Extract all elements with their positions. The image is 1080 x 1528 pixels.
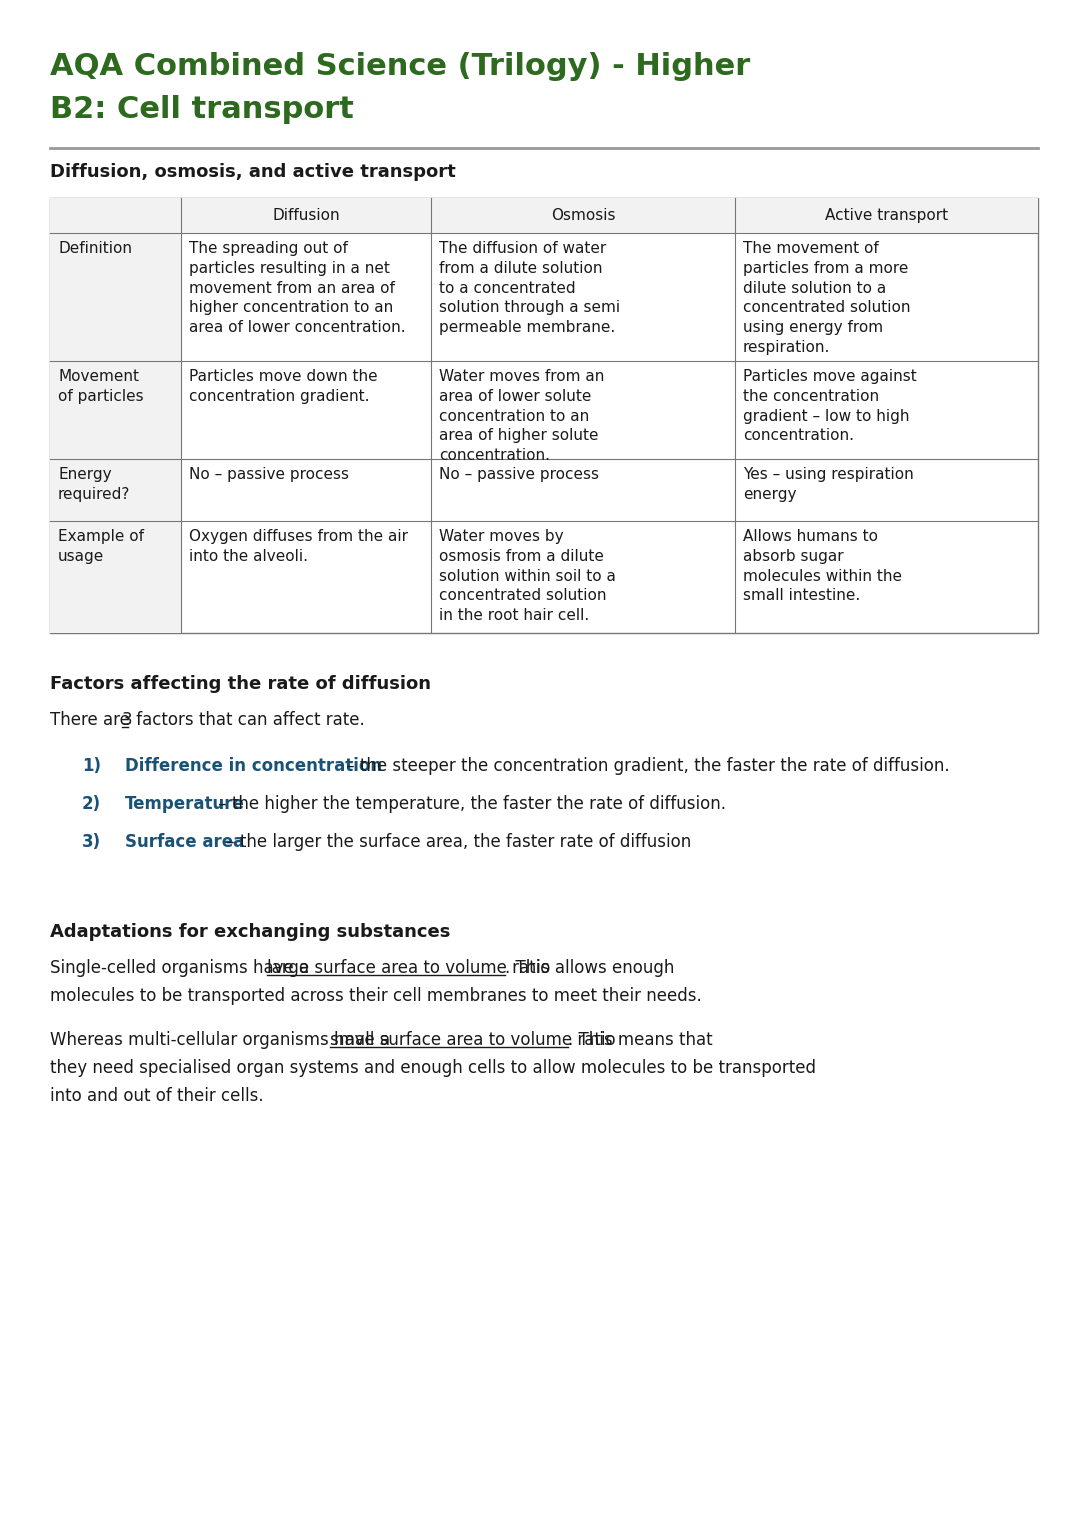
Text: Particles move down the
concentration gradient.: Particles move down the concentration gr…: [189, 368, 378, 403]
Text: Temperature: Temperature: [125, 795, 245, 813]
Bar: [50, 199, 1038, 633]
Text: Oxygen diffuses from the air
into the alveoli.: Oxygen diffuses from the air into the al…: [189, 529, 408, 564]
Text: 1): 1): [82, 756, 102, 775]
Text: No – passive process: No – passive process: [440, 468, 599, 481]
Text: into and out of their cells.: into and out of their cells.: [50, 1086, 264, 1105]
Text: Osmosis: Osmosis: [551, 208, 616, 223]
Text: – the larger the surface area, the faster rate of diffusion: – the larger the surface area, the faste…: [221, 833, 691, 851]
Text: The diffusion of water
from a dilute solution
to a concentrated
solution through: The diffusion of water from a dilute sol…: [440, 241, 621, 335]
Text: they need specialised organ systems and enough cells to allow molecules to be tr: they need specialised organ systems and …: [50, 1059, 816, 1077]
Text: B2: Cell transport: B2: Cell transport: [50, 95, 354, 124]
Text: Water moves by
osmosis from a dilute
solution within soil to a
concentrated solu: Water moves by osmosis from a dilute sol…: [440, 529, 617, 623]
Text: Single-celled organisms have a: Single-celled organisms have a: [50, 960, 314, 976]
Text: Diffusion: Diffusion: [272, 208, 340, 223]
Bar: [50, 232, 181, 361]
Text: Allows humans to
absorb sugar
molecules within the
small intestine.: Allows humans to absorb sugar molecules …: [743, 529, 902, 604]
Text: large surface area to volume ratio: large surface area to volume ratio: [267, 960, 551, 976]
Text: 3): 3): [82, 833, 102, 851]
Text: molecules to be transported across their cell membranes to meet their needs.: molecules to be transported across their…: [50, 987, 702, 1005]
Bar: [50, 199, 1038, 232]
Bar: [50, 521, 181, 633]
Text: There are: There are: [50, 711, 135, 729]
Text: 2): 2): [82, 795, 102, 813]
Text: small surface area to volume ratio: small surface area to volume ratio: [330, 1031, 616, 1050]
Text: Movement
of particles: Movement of particles: [58, 368, 144, 403]
Text: Adaptations for exchanging substances: Adaptations for exchanging substances: [50, 923, 450, 941]
Text: No – passive process: No – passive process: [189, 468, 350, 481]
Text: Factors affecting the rate of diffusion: Factors affecting the rate of diffusion: [50, 675, 431, 694]
Text: Diffusion, osmosis, and active transport: Diffusion, osmosis, and active transport: [50, 163, 456, 180]
Text: – the higher the temperature, the faster the rate of diffusion.: – the higher the temperature, the faster…: [213, 795, 726, 813]
Text: The movement of
particles from a more
dilute solution to a
concentrated solution: The movement of particles from a more di…: [743, 241, 910, 354]
Text: Difference in concentration: Difference in concentration: [125, 756, 382, 775]
Text: Yes – using respiration
energy: Yes – using respiration energy: [743, 468, 914, 501]
Text: 3: 3: [122, 711, 133, 729]
Text: factors that can affect rate.: factors that can affect rate.: [131, 711, 364, 729]
Text: Surface area: Surface area: [125, 833, 244, 851]
Text: Energy
required?: Energy required?: [58, 468, 131, 501]
Text: Whereas multi-cellular organisms have a: Whereas multi-cellular organisms have a: [50, 1031, 395, 1050]
Text: . This means that: . This means that: [568, 1031, 713, 1050]
Bar: [50, 458, 181, 521]
Text: The spreading out of
particles resulting in a net
movement from an area of
highe: The spreading out of particles resulting…: [189, 241, 406, 335]
Bar: [50, 361, 181, 458]
Text: Active transport: Active transport: [825, 208, 948, 223]
Text: Definition: Definition: [58, 241, 132, 257]
Text: AQA Combined Science (Trilogy) - Higher: AQA Combined Science (Trilogy) - Higher: [50, 52, 751, 81]
Text: Example of
usage: Example of usage: [58, 529, 144, 564]
Text: – the steeper the concentration gradient, the faster the rate of diffusion.: – the steeper the concentration gradient…: [341, 756, 949, 775]
Text: Water moves from an
area of lower solute
concentration to an
area of higher solu: Water moves from an area of lower solute…: [440, 368, 605, 463]
Text: . This allows enough: . This allows enough: [505, 960, 674, 976]
Text: Particles move against
the concentration
gradient – low to high
concentration.: Particles move against the concentration…: [743, 368, 917, 443]
